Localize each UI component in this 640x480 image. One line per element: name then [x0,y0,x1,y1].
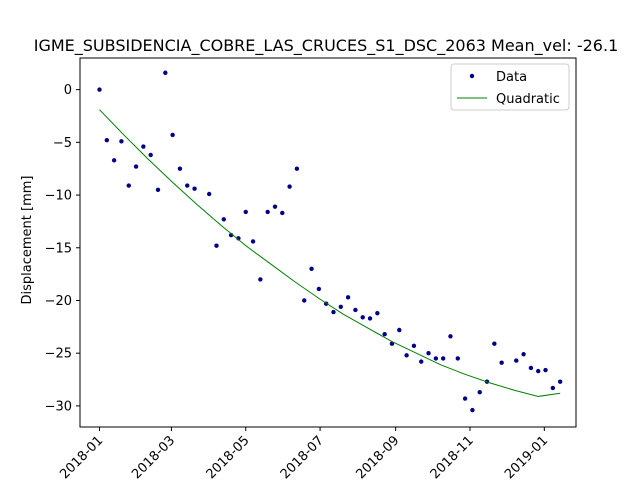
data-point [177,166,183,171]
data-point [316,286,322,292]
y-axis-label: Displacement [mm] [20,176,35,305]
data-point [126,183,131,188]
data-point [462,396,468,401]
plot-frame [79,57,577,428]
legend-quadratic-label: Quadratic [496,92,560,107]
data-point [119,139,124,144]
data-point [294,166,300,171]
data-point [543,367,548,373]
data-point [309,266,314,272]
data-point [206,191,212,197]
data-point [470,407,475,413]
data-point [382,332,387,337]
data-point [243,209,248,215]
data-point [419,359,424,364]
data-point [528,365,534,371]
data-point [133,164,139,169]
y-tick-label: −15 [45,241,72,256]
data-point [280,210,285,216]
data-point [272,204,278,209]
legend-data-marker [469,73,475,79]
legend: Data Quadratic [450,63,570,111]
data-point [265,209,270,215]
data-point [499,360,504,365]
y-tick-label: −20 [45,294,72,309]
data-point [360,315,365,320]
data-point [258,277,263,282]
data-point [477,390,482,395]
data-point [353,307,358,313]
data-point [163,70,168,75]
data-point [192,186,197,191]
data-point [433,356,439,361]
data-point [111,158,117,163]
data-point [141,144,146,149]
data-point [550,385,556,391]
data-point [214,243,219,248]
data-point [448,334,453,339]
data-point [155,187,161,192]
data-point [302,298,307,303]
data-point [345,295,351,300]
data-point [397,327,402,333]
data-point [375,310,380,316]
data-point [514,358,519,363]
chart-title: IGME_SUBSIDENCIA_COBRE_LAS_CRUCES_S1_DSC… [34,36,619,56]
data-point [455,356,460,361]
data-point [221,217,226,222]
data-point [492,341,497,346]
data-point [404,353,409,358]
data-point [97,87,102,92]
y-tick-label: 0 [64,83,72,98]
data-point [170,132,175,138]
data-point [426,351,431,356]
data-point [367,316,373,321]
data-point [557,379,563,384]
data-point [440,356,446,361]
data-point [338,304,343,310]
data-point [331,309,336,315]
data-point [536,368,541,374]
data-point [104,138,110,143]
legend-data-label: Data [496,70,527,85]
y-tick-label: −25 [45,347,72,362]
quadratic-fit-line [99,109,561,397]
data-point [287,184,292,189]
data-point [185,183,190,188]
y-tick-label: −5 [53,136,72,151]
y-tick-label: −10 [45,189,72,204]
y-tick-label: −30 [45,399,72,414]
data-point [250,239,256,244]
data-point [521,352,526,357]
data-point [411,343,417,349]
data-point [148,152,153,158]
